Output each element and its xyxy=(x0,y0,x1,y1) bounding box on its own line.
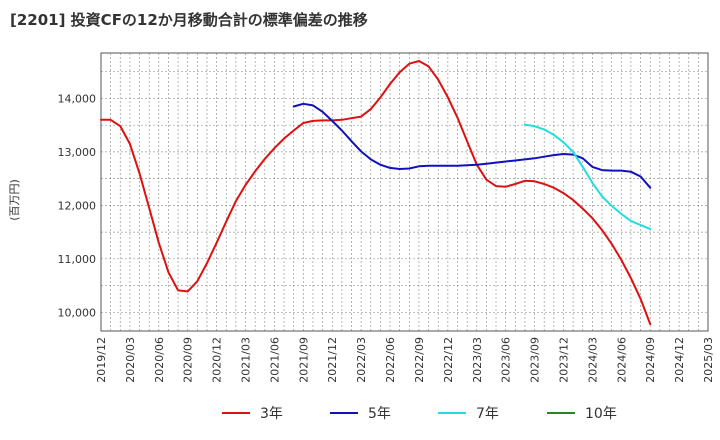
x-tick-label: 2020/03 xyxy=(124,337,137,383)
series-line-2 xyxy=(292,102,652,189)
x-tick-label: 2024/09 xyxy=(644,337,657,383)
x-tick-label: 2023/03 xyxy=(471,337,484,383)
y-axis: 10,000 11,000 12,000 13,000 14,000 xyxy=(58,92,97,319)
x-tick-label: 2020/09 xyxy=(182,337,195,383)
x-tick-label: 2023/06 xyxy=(500,337,513,383)
x-tick-label: 2021/09 xyxy=(297,337,310,383)
x-tick-label: 2023/09 xyxy=(529,337,542,383)
legend-label-3: 7年 xyxy=(476,406,499,422)
legend-label-2: 5年 xyxy=(368,406,391,422)
x-tick-label: 2021/06 xyxy=(268,337,281,383)
x-tick-label: 2021/12 xyxy=(326,337,339,383)
x-tick-label: 2022/06 xyxy=(384,337,397,383)
x-tick-label: 2019/12 xyxy=(95,337,108,383)
x-tick-label: 2020/12 xyxy=(211,337,224,383)
x-tick-label: 2024/03 xyxy=(586,337,599,383)
x-tick-label: 2025/03 xyxy=(702,337,715,383)
y-tick-label: 12,000 xyxy=(58,199,97,212)
x-tick-label: 2024/06 xyxy=(615,337,628,383)
x-tick-label: 2021/03 xyxy=(240,337,253,383)
series-line-3 xyxy=(523,123,652,230)
x-tick-label: 2023/12 xyxy=(557,337,570,383)
x-tick-label: 2020/06 xyxy=(153,337,166,383)
series-lines xyxy=(100,60,652,326)
y-axis-label: (百万円) xyxy=(8,179,21,221)
chart-title: [2201] 投資CFの12か月移動合計の標準偏差の推移 xyxy=(10,11,368,29)
series-line-1 xyxy=(100,60,652,326)
x-axis: 2019/12 2020/03 2020/06 2020/09 2020/12 2021/… xyxy=(95,337,715,383)
y-tick-label: 13,000 xyxy=(58,146,97,159)
y-tick-label: 10,000 xyxy=(58,306,97,319)
x-tick-label: 2022/09 xyxy=(413,337,426,383)
legend-label-1: 3年 xyxy=(260,406,283,422)
grid-lines xyxy=(101,53,708,331)
x-tick-label: 2022/12 xyxy=(442,337,455,383)
plot-area-background xyxy=(101,53,708,331)
x-tick-label: 2022/03 xyxy=(355,337,368,383)
legend-label-4: 10年 xyxy=(585,406,617,422)
y-tick-label: 14,000 xyxy=(58,92,97,105)
plot-area-border xyxy=(100,52,709,332)
legend: 3年 5年 7年 10年 xyxy=(222,406,617,422)
x-tick-label: 2024/12 xyxy=(673,337,686,383)
y-tick-label: 11,000 xyxy=(58,253,97,266)
